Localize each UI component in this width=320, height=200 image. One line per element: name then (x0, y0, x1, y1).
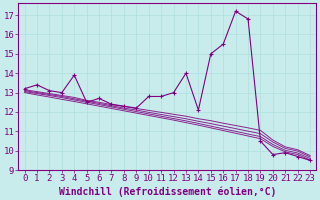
X-axis label: Windchill (Refroidissement éolien,°C): Windchill (Refroidissement éolien,°C) (59, 186, 276, 197)
